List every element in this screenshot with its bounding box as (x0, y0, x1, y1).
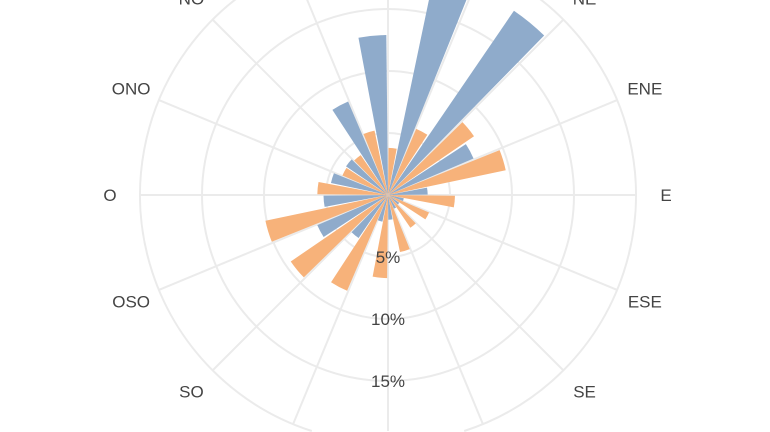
bar-series-1-SSO (377, 195, 388, 222)
grid-spoke (306, 0, 389, 196)
bar-series-2-NNE (388, 128, 428, 195)
bar-series-2-NO (354, 155, 388, 195)
bar-series-1-NNO (332, 101, 388, 195)
bar-series-1-E (388, 187, 428, 195)
bar-series-1-NO (346, 159, 388, 195)
bars (265, 0, 545, 291)
grid-spoke (211, 194, 389, 372)
radial-tick-label: 10% (371, 310, 405, 329)
bar-series-1-ESE (388, 195, 404, 202)
bar-series-2-ESE (388, 195, 430, 220)
bar-series-1-SSE (388, 195, 397, 209)
direction-label-E: E (660, 186, 671, 205)
bar-series-2-E (388, 195, 455, 208)
bar-series-2-SE (388, 195, 416, 228)
bar-series-2-NNO (363, 130, 388, 195)
grid-spoke (387, 194, 484, 425)
direction-label-SE: SE (573, 383, 596, 402)
bar-series-2-O (317, 181, 388, 195)
bar-series-1-OSO (317, 195, 388, 238)
grid-spoke (387, 99, 618, 196)
bar-series-1-NE (388, 10, 545, 195)
bar-series-2-SO (290, 195, 388, 278)
bar-series-1-SE (388, 195, 400, 205)
bar-series-1-ENE (388, 144, 474, 195)
grid-spoke (211, 18, 389, 196)
bar-series-2-S (372, 195, 388, 279)
grid-spoke (387, 194, 565, 372)
direction-label-ONO: ONO (112, 80, 151, 99)
polar-grid (139, 0, 637, 432)
radial-tick-label: 15% (371, 372, 405, 391)
grid-spoke (387, 18, 565, 196)
bar-series-1-NNE (388, 0, 467, 195)
bar-series-2-SSO (331, 195, 388, 291)
direction-labels: NE ENE E ESE SE SO OSO O ONO NO (103, 0, 671, 402)
direction-label-SO: SO (179, 383, 204, 402)
bar-series-2-ENE (388, 150, 506, 195)
direction-label-OSO: OSO (112, 292, 150, 311)
radial-tick-labels: 5% 10% 15% (371, 248, 405, 391)
bar-series-1-ONO (330, 173, 388, 195)
grid-spoke (158, 194, 389, 291)
direction-label-O: O (103, 186, 116, 205)
grid-spoke (387, 194, 618, 291)
grid-spoke (158, 99, 389, 196)
direction-label-NO: NO (179, 0, 205, 8)
bar-series-1-SO (351, 195, 388, 238)
bar-series-2-OSO (265, 195, 388, 242)
grid-spoke (292, 194, 389, 425)
bar-series-2-N (388, 147, 397, 195)
bar-series-2-ONO (342, 167, 388, 195)
grid-ring (139, 0, 637, 432)
direction-label-ESE: ESE (628, 292, 662, 311)
direction-label-NE: NE (573, 0, 597, 8)
grid-spoke (387, 0, 470, 196)
radial-tick-label: 5% (376, 248, 401, 267)
bar-series-1-O (323, 195, 388, 207)
bar-series-1-S (388, 195, 393, 220)
direction-label-ENE: ENE (627, 80, 662, 99)
bar-series-2-SSE (388, 195, 410, 253)
bar-series-1-N (358, 35, 388, 196)
bar-series-2-NE (388, 122, 474, 195)
